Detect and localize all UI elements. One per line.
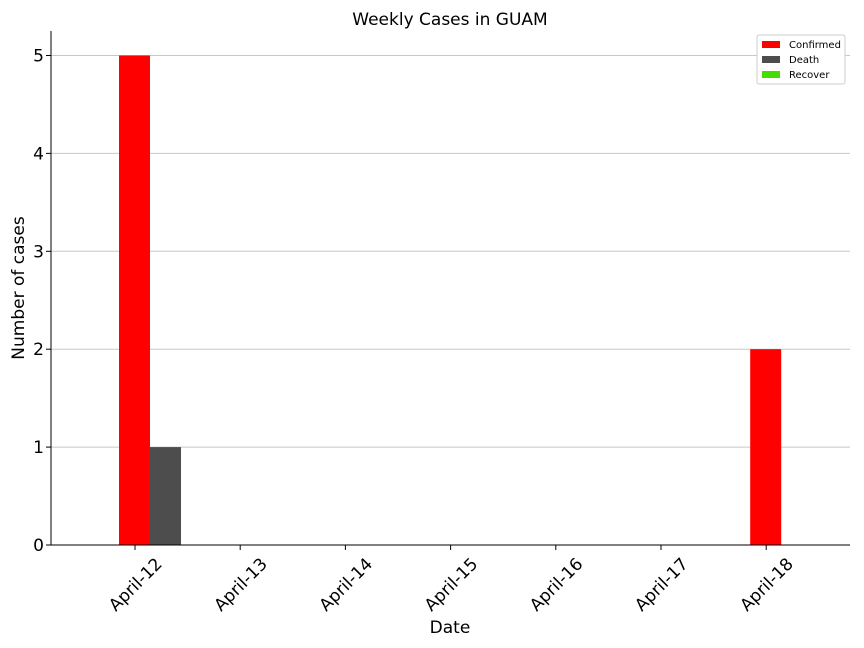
legend-swatch-death [762, 56, 780, 63]
gridlines [51, 54, 850, 448]
legend-label: Death [789, 55, 819, 66]
x-tick-label: April-12 [105, 554, 166, 615]
bar-death [150, 447, 181, 545]
bar-confirmed [750, 349, 782, 545]
y-tick-label: 5 [33, 46, 44, 66]
x-ticks: April-12 April-13 April-14 April-15 April-16… [105, 545, 798, 616]
bar-confirmed [119, 55, 150, 545]
legend-label: Recover [789, 70, 830, 81]
y-tick-label: 1 [33, 438, 44, 458]
legend: Confirmed Death Recover [756, 34, 846, 85]
x-tick-label: April-18 [736, 554, 797, 615]
x-tick-label: April-15 [421, 554, 482, 615]
chart-title: Weekly Cases in GUAM [352, 10, 547, 30]
x-tick-label: April-14 [316, 554, 377, 615]
x-tick-label: April-13 [210, 554, 271, 615]
y-tick-label: 4 [33, 144, 44, 164]
y-tick-label: 0 [33, 536, 44, 556]
legend-label: Confirmed [789, 40, 841, 51]
y-axis-label: Number of cases [9, 216, 29, 360]
x-tick-label: April-16 [526, 554, 587, 615]
x-tick-label: April-17 [631, 554, 692, 615]
y-tick-label: 2 [33, 340, 44, 360]
bars [119, 55, 782, 545]
y-tick-label: 3 [33, 242, 44, 262]
y-ticks: 0 1 2 3 4 5 [33, 46, 51, 556]
legend-swatch-recover [762, 71, 780, 78]
legend-swatch-confirmed [762, 41, 780, 48]
x-axis-label: Date [430, 618, 471, 638]
